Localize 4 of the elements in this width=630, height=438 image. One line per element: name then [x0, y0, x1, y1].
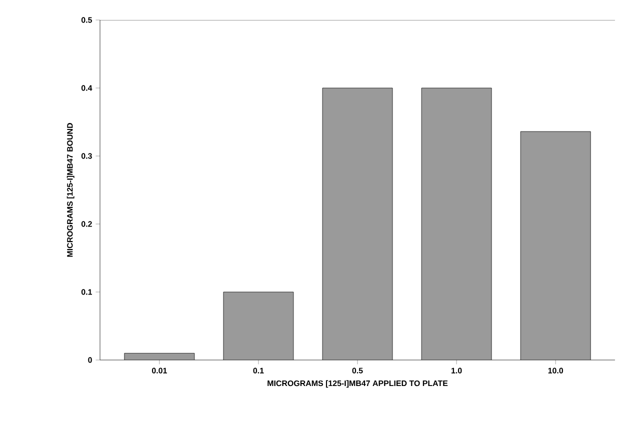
bar [520, 131, 591, 360]
bar [422, 88, 492, 360]
bar [223, 292, 294, 360]
bar [322, 88, 393, 360]
